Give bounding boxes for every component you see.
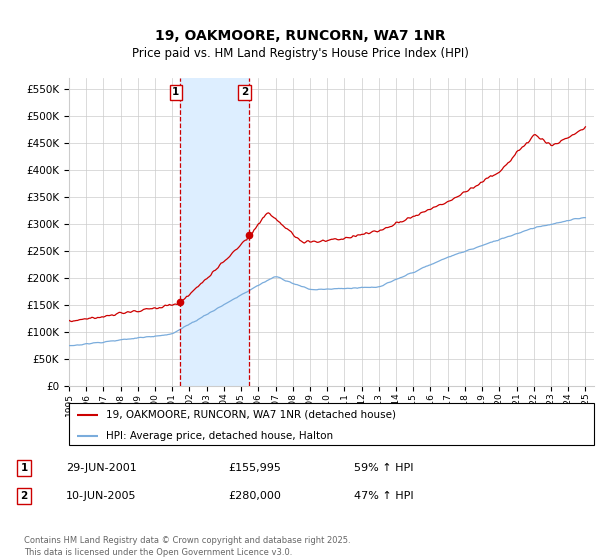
Text: 2: 2 bbox=[241, 87, 248, 97]
Text: £280,000: £280,000 bbox=[228, 491, 281, 501]
Text: 1: 1 bbox=[20, 463, 28, 473]
Text: 19, OAKMOORE, RUNCORN, WA7 1NR (detached house): 19, OAKMOORE, RUNCORN, WA7 1NR (detached… bbox=[106, 410, 396, 420]
Text: 19, OAKMOORE, RUNCORN, WA7 1NR: 19, OAKMOORE, RUNCORN, WA7 1NR bbox=[155, 29, 445, 44]
Text: 2: 2 bbox=[20, 491, 28, 501]
Text: 59% ↑ HPI: 59% ↑ HPI bbox=[354, 463, 413, 473]
Text: 1: 1 bbox=[172, 87, 179, 97]
Text: 29-JUN-2001: 29-JUN-2001 bbox=[66, 463, 137, 473]
Bar bbox=[180, 78, 249, 386]
Text: 10-JUN-2005: 10-JUN-2005 bbox=[66, 491, 137, 501]
Text: Price paid vs. HM Land Registry's House Price Index (HPI): Price paid vs. HM Land Registry's House … bbox=[131, 46, 469, 60]
Text: 47% ↑ HPI: 47% ↑ HPI bbox=[354, 491, 413, 501]
Text: £155,995: £155,995 bbox=[228, 463, 281, 473]
Text: HPI: Average price, detached house, Halton: HPI: Average price, detached house, Halt… bbox=[106, 431, 333, 441]
Text: Contains HM Land Registry data © Crown copyright and database right 2025.
This d: Contains HM Land Registry data © Crown c… bbox=[24, 536, 350, 557]
